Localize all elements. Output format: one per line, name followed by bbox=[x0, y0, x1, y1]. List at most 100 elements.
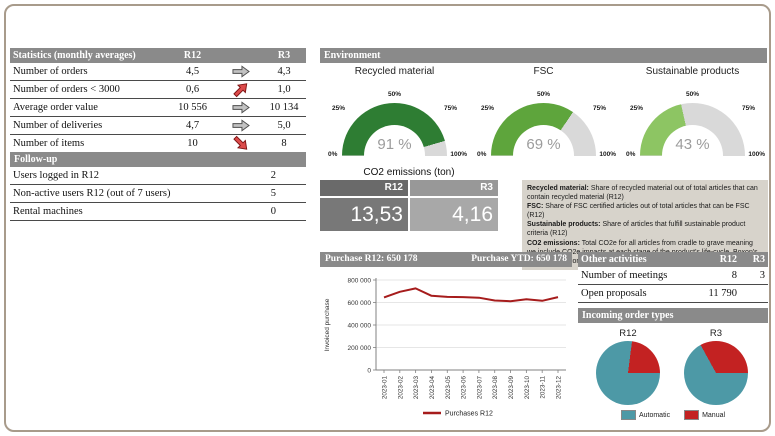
svg-text:2023-07: 2023-07 bbox=[476, 376, 483, 400]
row-label: Open proposals bbox=[581, 288, 647, 299]
svg-text:2023-09: 2023-09 bbox=[508, 376, 515, 400]
r3-value: 3 bbox=[759, 270, 765, 281]
r3-value: 10 134 bbox=[269, 102, 299, 113]
arrow-down-icon bbox=[220, 135, 262, 150]
incoming-orders-section: Incoming order types R12 R3 Automatic Ma… bbox=[578, 308, 768, 430]
gauge-tick-75: 75% bbox=[741, 105, 755, 112]
gauge-area: 0% 25% 50% 75% 100% 91 % bbox=[320, 79, 469, 163]
co2-value-r3: 4,16 bbox=[410, 198, 498, 231]
pie-chart-r3 bbox=[684, 341, 748, 405]
row-label: Average order value bbox=[13, 102, 98, 113]
row-value: 0 bbox=[270, 206, 276, 217]
statistics-rows: Number of orders 4,5 4,3 Number of orders … bbox=[10, 63, 306, 153]
statistics-title: Statistics (monthly averages) bbox=[13, 50, 136, 61]
environment-gauges: Recycled material 0% 25% 50% 75% 100% 91… bbox=[320, 63, 767, 163]
purchase-r12-label: Purchase R12: 650 178 bbox=[325, 254, 418, 264]
row-value: 2 bbox=[270, 170, 276, 181]
statistics-header: Statistics (monthly averages) R12 R3 bbox=[10, 48, 306, 63]
follow-up-header: Follow-up bbox=[10, 152, 306, 167]
pie-r12-title: R12 bbox=[619, 328, 637, 339]
svg-text:800 000: 800 000 bbox=[348, 277, 372, 284]
legend-item-manual: Manual bbox=[684, 410, 725, 420]
gauge-area: 0% 25% 50% 75% 100% 69 % bbox=[469, 79, 618, 163]
other-activities-row: Number of meetings 8 3 bbox=[578, 267, 768, 285]
r12-value: 4,7 bbox=[185, 120, 200, 131]
gauge-recycled-material: Recycled material 0% 25% 50% 75% 100% 91… bbox=[320, 63, 469, 163]
svg-text:2023-12: 2023-12 bbox=[556, 376, 563, 400]
r3-value: 8 bbox=[281, 138, 287, 149]
gauge-tick-50: 50% bbox=[536, 91, 550, 98]
purchase-ytd-label: Purchase YTD: 650 178 bbox=[471, 254, 567, 264]
statistics-row: Number of orders < 3000 0,6 1,0 bbox=[10, 81, 306, 99]
follow-up-section: Follow-up Users logged in R12 2 Non-active… bbox=[10, 152, 306, 221]
gauge-tick-50: 50% bbox=[685, 91, 699, 98]
svg-text:2023-01: 2023-01 bbox=[382, 376, 389, 400]
legend-label-automatic: Automatic bbox=[638, 411, 671, 419]
other-activities-col-r12: R12 bbox=[719, 254, 737, 265]
note-line: Recycled material: Share of recycled mat… bbox=[527, 185, 758, 202]
gauge-arc bbox=[342, 103, 447, 156]
purchases-line-chart: 0 200 000 400 000 600 000 800 000 2023-01 2023… bbox=[324, 277, 566, 418]
follow-up-row: Non-active users R12 (out of 7 users) 5 bbox=[10, 185, 306, 203]
legend-label-manual: Manual bbox=[702, 411, 726, 419]
svg-text:600 000: 600 000 bbox=[348, 300, 372, 307]
gauge-title: Sustainable products bbox=[645, 66, 740, 77]
svg-text:2023-02: 2023-02 bbox=[397, 376, 404, 400]
row-label: Users logged in R12 bbox=[13, 170, 100, 181]
svg-text:200 000: 200 000 bbox=[348, 345, 372, 352]
gauge-tick-75: 75% bbox=[443, 105, 457, 112]
arrow-up-icon bbox=[220, 83, 262, 98]
manual-swatch-icon bbox=[684, 410, 700, 420]
r12-value: 8 bbox=[731, 270, 737, 281]
svg-text:Invoiced purchase: Invoiced purchase bbox=[324, 298, 331, 351]
gauge-sustainable-products: Sustainable products 0% 25% 50% 75% 100%… bbox=[618, 63, 767, 163]
gauge-tick-25: 25% bbox=[332, 105, 346, 112]
co2-value-r12: 13,53 bbox=[320, 198, 408, 231]
gauge-tick-75: 75% bbox=[592, 105, 606, 112]
gauge-value: 69 % bbox=[526, 136, 561, 153]
pie-legend: Automatic Manual bbox=[578, 410, 768, 420]
pie-r3-title: R3 bbox=[709, 328, 723, 339]
svg-text:400 000: 400 000 bbox=[348, 322, 372, 329]
gauge-tick-100: 100% bbox=[748, 151, 765, 158]
row-label: Number of items bbox=[13, 138, 85, 149]
other-activities-header: Other activities R12 R3 bbox=[578, 252, 768, 267]
svg-text:Purchases R12: Purchases R12 bbox=[445, 411, 493, 418]
svg-text:2023-08: 2023-08 bbox=[492, 376, 499, 400]
svg-text:2023-06: 2023-06 bbox=[461, 376, 468, 400]
gauge-tick-50: 50% bbox=[387, 91, 401, 98]
automatic-swatch-icon bbox=[620, 410, 636, 420]
gauge-title: Recycled material bbox=[354, 66, 435, 77]
gauge-tick-0: 0% bbox=[626, 151, 636, 158]
other-activities-rows: Number of meetings 8 3 Open proposals 11 790 bbox=[578, 267, 768, 303]
co2-title: CO2 emissions (ton) bbox=[363, 167, 455, 178]
statistics-col-r3: R3 bbox=[277, 50, 291, 61]
other-activities-col-r3: R3 bbox=[752, 254, 765, 265]
arrow-right-icon bbox=[220, 119, 262, 132]
r3-value: 5,0 bbox=[277, 120, 291, 131]
row-label: Non-active users R12 (out of 7 users) bbox=[13, 188, 171, 199]
gauge-value: 91 % bbox=[377, 136, 412, 153]
arrow-right-icon bbox=[220, 65, 262, 78]
gauge-value: 43 % bbox=[675, 136, 710, 153]
note-line: Sustainable products: Share of articles … bbox=[527, 221, 746, 238]
environment-header: Environment bbox=[320, 48, 767, 63]
row-value: 5 bbox=[270, 188, 276, 199]
gauge-tick-100: 100% bbox=[450, 151, 467, 158]
other-activities-section: Other activities R12 R3 Number of meetin… bbox=[578, 252, 768, 303]
other-activities-row: Open proposals 11 790 bbox=[578, 285, 768, 303]
row-label: Number of orders < 3000 bbox=[13, 84, 120, 95]
gauge-area: 0% 25% 50% 75% 100% 43 % bbox=[618, 79, 767, 163]
arrow-right-icon bbox=[220, 101, 262, 114]
statistics-row: Number of deliveries 4,7 5,0 bbox=[10, 117, 306, 135]
svg-text:2023-04: 2023-04 bbox=[429, 376, 436, 400]
svg-text:0: 0 bbox=[367, 367, 371, 374]
row-label: Number of meetings bbox=[581, 270, 668, 281]
follow-up-rows: Users logged in R12 2 Non-active users R12… bbox=[10, 167, 306, 221]
note-line: FSC: Share of FSC certified articles out… bbox=[527, 203, 750, 220]
statistics-row: Number of orders 4,5 4,3 bbox=[10, 63, 306, 81]
r12-value: 10 556 bbox=[178, 102, 207, 113]
r12-value: 0,6 bbox=[185, 84, 200, 95]
gauge-arc bbox=[491, 103, 596, 156]
row-label: Number of deliveries bbox=[13, 120, 103, 131]
